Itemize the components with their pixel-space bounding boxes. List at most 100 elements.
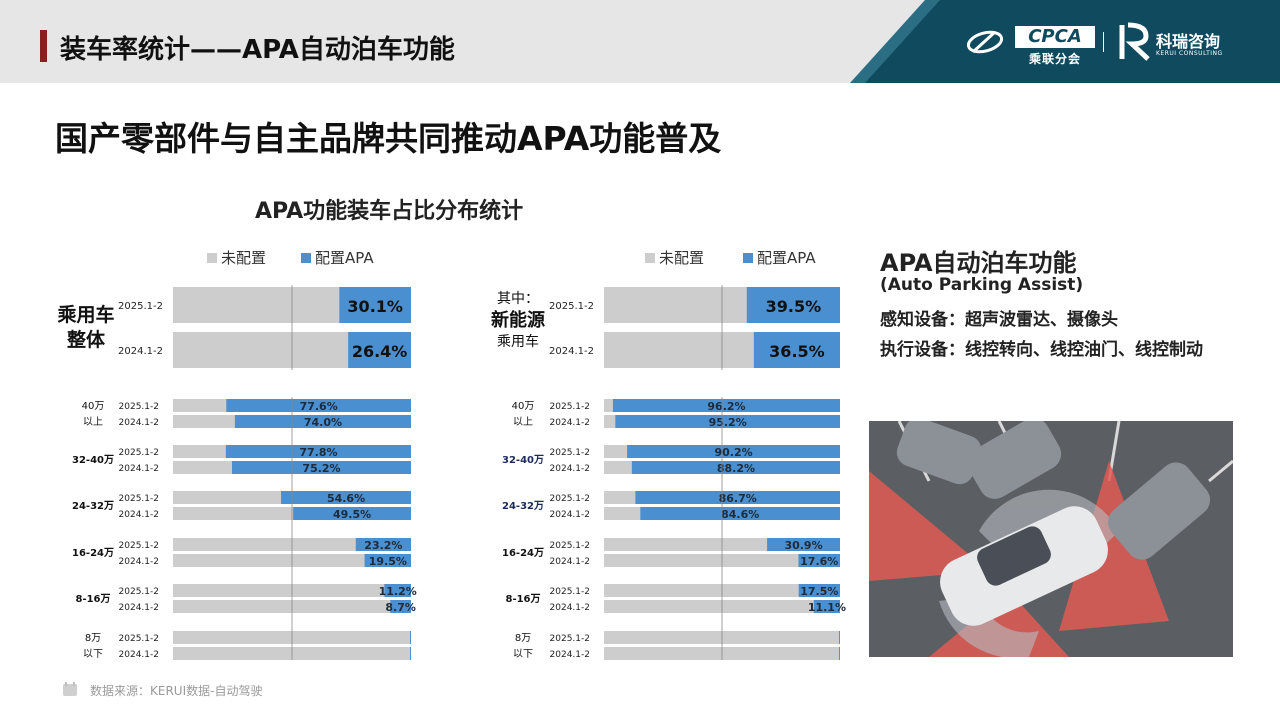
segment-category-label: 8-16万 [505, 593, 540, 605]
overall-data-label: 26.4% [352, 342, 408, 361]
overall-group-label: 其中： [497, 291, 539, 307]
kerui-k-icon [1119, 22, 1150, 61]
segment-bar-apa [627, 445, 840, 458]
chart-title: APA功能装车占比分布统计 [255, 199, 524, 224]
segment-period-label: 2024.1-2 [550, 418, 590, 428]
segment-category-label: 以下 [83, 649, 103, 660]
segment-period-label: 2025.1-2 [550, 402, 590, 412]
segment-period-label: 2025.1-2 [119, 448, 159, 458]
segment-bar-apa [635, 491, 840, 504]
segment-data-label: 11.1% [808, 601, 846, 614]
segment-data-label: 54.6% [327, 492, 365, 505]
segment-bar-apa [640, 507, 840, 520]
segment-data-label: 75.2% [302, 462, 340, 475]
logo-divider [1103, 32, 1104, 52]
legend-label-configured: 配置APA [757, 249, 816, 267]
segment-category-label: 40万 [82, 401, 105, 412]
segment-bar-apa [767, 538, 840, 551]
overall-bar-apa [746, 287, 840, 323]
segment-period-label: 2024.1-2 [550, 557, 590, 567]
segment-period-label: 2025.1-2 [119, 587, 159, 597]
legend-swatch-configured [301, 253, 311, 263]
kerui-name: 科瑞咨询 [1156, 32, 1221, 51]
segment-data-label: 86.7% [719, 492, 757, 505]
segment-period-label: 2025.1-2 [550, 494, 590, 504]
segment-category-label: 以上 [83, 416, 103, 428]
legend-swatch-configured [743, 253, 753, 263]
overall-bar-apa [348, 332, 411, 368]
segment-bar-apa [615, 415, 840, 428]
segment-period-label: 2024.1-2 [119, 557, 159, 567]
segment-data-label: 77.8% [299, 446, 337, 459]
segment-bar-apa [839, 631, 840, 644]
overall-period-label: 2024.1-2 [549, 346, 594, 357]
segment-data-label: 95.2% [709, 416, 747, 429]
segment-category-label: 16-24万 [72, 547, 114, 559]
cpca-emblem-icon [966, 30, 1004, 54]
segment-period-label: 2025.1-2 [119, 634, 159, 644]
segment-bar-apa [612, 399, 840, 412]
segment-period-label: 2024.1-2 [119, 650, 159, 660]
legend-label-configured: 配置APA [315, 249, 374, 267]
segment-data-label: 90.2% [714, 446, 752, 459]
segment-period-label: 2025.1-2 [119, 494, 159, 504]
cpca-logo: CPCA 乘联分会 [965, 26, 1095, 66]
segment-category-label: 16-24万 [502, 547, 544, 559]
overall-data-label: 30.1% [347, 297, 403, 316]
segment-bar-apa [410, 647, 411, 660]
overall-bar-apa [753, 332, 840, 368]
segment-bar-apa [813, 600, 840, 613]
overall-group-label: 新能源 [491, 309, 545, 331]
info-title: APA自动泊车功能 [880, 249, 1077, 277]
segment-bar-apa [631, 461, 840, 474]
segment-data-label: 17.5% [800, 585, 838, 598]
parking-illustration [869, 421, 1233, 657]
segment-bar-apa [798, 584, 840, 597]
segment-bar-apa [226, 399, 411, 412]
kerui-logo: 科瑞咨询 KERUI CONSULTING [1118, 22, 1228, 64]
segment-period-label: 2024.1-2 [550, 650, 590, 660]
segment-data-label: 49.5% [333, 508, 371, 521]
segment-bar-apa [281, 491, 411, 504]
segment-category-label: 8-16万 [75, 593, 110, 605]
legend-label-unconfigured: 未配置 [659, 249, 704, 267]
segment-period-label: 2025.1-2 [550, 634, 590, 644]
overall-data-label: 36.5% [769, 342, 825, 361]
segment-data-label: 30.9% [784, 539, 822, 552]
overall-data-label: 39.5% [766, 297, 822, 316]
overall-group-label: 整体 [67, 328, 106, 351]
segment-bar-apa [364, 554, 411, 567]
segment-data-label: 17.6% [800, 555, 838, 568]
segment-period-label: 2025.1-2 [550, 448, 590, 458]
segment-bar-apa [390, 600, 411, 613]
segment-bar-apa [798, 554, 840, 567]
overall-bar-apa [339, 287, 411, 323]
segment-data-label: 84.6% [721, 508, 759, 521]
segment-category-label: 以上 [513, 416, 533, 428]
data-source-note: 数据来源：KERUI数据-自动驾驶 [90, 684, 263, 698]
overall-group-label: 乘用车 [497, 333, 539, 350]
header-title: 装车率统计——APA自动泊车功能 [60, 35, 455, 65]
info-actuation: 执行设备：线控转向、线控油门、线控制动 [880, 340, 1203, 360]
segment-category-label: 8万 [515, 633, 531, 644]
segment-data-label: 11.2% [379, 585, 417, 598]
calendar-icon [63, 682, 77, 696]
segment-period-label: 2024.1-2 [550, 464, 590, 474]
info-sensing: 感知设备：超声波雷达、摄像头 [880, 310, 1118, 330]
segment-bar-apa [225, 445, 411, 458]
slide-subtitle: 国产零部件与自主品牌共同推动APA功能普及 [55, 119, 722, 158]
segment-bar-apa [232, 461, 411, 474]
cpca-logo-text: CPCA [1015, 26, 1095, 48]
segment-period-label: 2024.1-2 [550, 603, 590, 613]
legend-swatch-unconfigured [207, 253, 217, 263]
cpca-subtext: 乘联分会 [1029, 52, 1082, 66]
overall-period-label: 2024.1-2 [118, 346, 163, 357]
segment-period-label: 2025.1-2 [119, 402, 159, 412]
info-subtitle: (Auto Parking Assist) [880, 275, 1084, 295]
segment-period-label: 2025.1-2 [119, 541, 159, 551]
legend-label-unconfigured: 未配置 [221, 249, 266, 267]
segment-data-label: 77.6% [300, 400, 338, 413]
segment-data-label: 23.2% [364, 539, 402, 552]
segment-category-label: 32-40万 [502, 454, 544, 466]
segment-category-label: 8万 [85, 633, 101, 644]
